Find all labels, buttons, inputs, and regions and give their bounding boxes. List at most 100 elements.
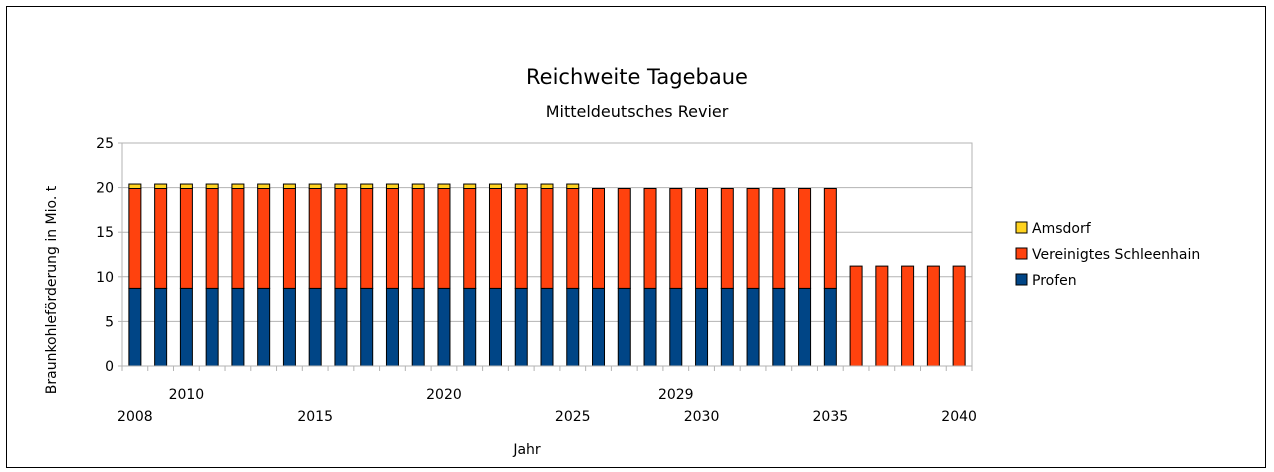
legend-label: Vereinigtes Schleenhain (1032, 247, 1200, 263)
bar-profen-2027 (618, 288, 630, 366)
bar-profen-2023 (515, 288, 527, 366)
x-tick-label: 2015 (297, 409, 333, 425)
bar-profen-2017 (361, 288, 373, 366)
y-tick-label: 20 (96, 181, 114, 197)
x-tick-label: 2035 (813, 409, 849, 425)
bar-vereinigtes-schleenhain-2026 (593, 188, 605, 288)
x-axis-label: Jahr (512, 442, 541, 458)
x-tick-label: 2029 (658, 387, 694, 403)
bar-amsdorf-2013 (258, 184, 270, 188)
bar-profen-2008 (129, 288, 141, 366)
y-tick-label: 5 (105, 314, 114, 330)
bar-profen-2021 (464, 288, 476, 366)
legend-swatch (1016, 274, 1027, 285)
legend-swatch (1016, 248, 1027, 259)
bar-vereinigtes-schleenhain-2034 (799, 188, 811, 288)
bar-amsdorf-2014 (283, 184, 295, 188)
bar-profen-2011 (206, 288, 218, 366)
bar-vereinigtes-schleenhain-2020 (438, 188, 450, 288)
bar-profen-2013 (258, 288, 270, 366)
bar-amsdorf-2022 (489, 184, 501, 188)
bar-profen-2014 (283, 288, 295, 366)
bar-vereinigtes-schleenhain-2039 (927, 266, 939, 366)
bar-profen-2033 (773, 288, 785, 366)
bar-vereinigtes-schleenhain-2036 (850, 266, 862, 366)
x-tick-label: 2030 (684, 409, 720, 425)
bar-profen-2015 (309, 288, 321, 366)
y-tick-label: 0 (105, 359, 114, 375)
bar-vereinigtes-schleenhain-2017 (361, 188, 373, 288)
bar-vereinigtes-schleenhain-2009 (155, 188, 167, 288)
bars (129, 184, 965, 366)
bar-vereinigtes-schleenhain-2015 (309, 188, 321, 288)
bar-profen-2032 (747, 288, 759, 366)
bar-vereinigtes-schleenhain-2025 (567, 188, 579, 288)
x-tick-label: 2040 (941, 409, 977, 425)
legend-label: Amsdorf (1032, 221, 1092, 237)
bar-vereinigtes-schleenhain-2010 (180, 188, 192, 288)
bar-vereinigtes-schleenhain-2024 (541, 188, 553, 288)
bar-profen-2010 (180, 288, 192, 366)
bar-amsdorf-2008 (129, 184, 141, 188)
bar-amsdorf-2012 (232, 184, 244, 188)
bar-vereinigtes-schleenhain-2027 (618, 188, 630, 288)
bar-vereinigtes-schleenhain-2029 (670, 188, 682, 288)
bar-amsdorf-2017 (361, 184, 373, 188)
bar-vereinigtes-schleenhain-2016 (335, 188, 347, 288)
bar-amsdorf-2019 (412, 184, 424, 188)
bar-vereinigtes-schleenhain-2021 (464, 188, 476, 288)
bar-profen-2034 (799, 288, 811, 366)
bar-vereinigtes-schleenhain-2018 (386, 188, 398, 288)
bar-profen-2012 (232, 288, 244, 366)
bar-amsdorf-2024 (541, 184, 553, 188)
bar-vereinigtes-schleenhain-2013 (258, 188, 270, 288)
legend: Amsdorf Vereinigtes Schleenhain Profen (1016, 221, 1200, 289)
bar-profen-2035 (824, 288, 836, 366)
x-tick-label: 2010 (169, 387, 205, 403)
bar-vereinigtes-schleenhain-2011 (206, 188, 218, 288)
bar-amsdorf-2010 (180, 184, 192, 188)
chart-subtitle: Mitteldeutsches Revier (546, 102, 729, 121)
bar-vereinigtes-schleenhain-2022 (489, 188, 501, 288)
bar-vereinigtes-schleenhain-2033 (773, 188, 785, 288)
bar-vereinigtes-schleenhain-2008 (129, 188, 141, 288)
bar-profen-2025 (567, 288, 579, 366)
bar-vereinigtes-schleenhain-2014 (283, 188, 295, 288)
bar-profen-2022 (489, 288, 501, 366)
bar-vereinigtes-schleenhain-2023 (515, 188, 527, 288)
y-tick-label: 25 (96, 136, 114, 152)
bar-vereinigtes-schleenhain-2012 (232, 188, 244, 288)
bar-profen-2026 (593, 288, 605, 366)
bar-profen-2029 (670, 288, 682, 366)
bar-profen-2024 (541, 288, 553, 366)
chart-title: Reichweite Tagebaue (526, 65, 748, 89)
bar-profen-2020 (438, 288, 450, 366)
bar-amsdorf-2023 (515, 184, 527, 188)
bar-vereinigtes-schleenhain-2038 (902, 266, 914, 366)
bar-vereinigtes-schleenhain-2019 (412, 188, 424, 288)
bar-amsdorf-2015 (309, 184, 321, 188)
y-tick-label: 10 (96, 270, 114, 286)
y-axis-label: Braunkohleförderung in Mio. t (44, 185, 60, 394)
bar-amsdorf-2020 (438, 184, 450, 188)
bar-vereinigtes-schleenhain-2031 (721, 188, 733, 288)
bar-profen-2030 (696, 288, 708, 366)
bar-profen-2016 (335, 288, 347, 366)
legend-swatch (1016, 222, 1027, 233)
legend-label: Profen (1032, 273, 1077, 289)
y-tick-label: 15 (96, 225, 114, 241)
bar-vereinigtes-schleenhain-2035 (824, 188, 836, 288)
x-tick-label: 2008 (117, 409, 153, 425)
bar-vereinigtes-schleenhain-2028 (644, 188, 656, 288)
bar-profen-2028 (644, 288, 656, 366)
bar-vereinigtes-schleenhain-2040 (953, 266, 965, 366)
bar-vereinigtes-schleenhain-2037 (876, 266, 888, 366)
bar-amsdorf-2021 (464, 184, 476, 188)
y-tick-labels: 0 5 10 15 20 25 (96, 136, 114, 375)
bar-amsdorf-2016 (335, 184, 347, 188)
x-tick-label: 2025 (555, 409, 591, 425)
bar-amsdorf-2011 (206, 184, 218, 188)
bar-amsdorf-2025 (567, 184, 579, 188)
bar-profen-2031 (721, 288, 733, 366)
